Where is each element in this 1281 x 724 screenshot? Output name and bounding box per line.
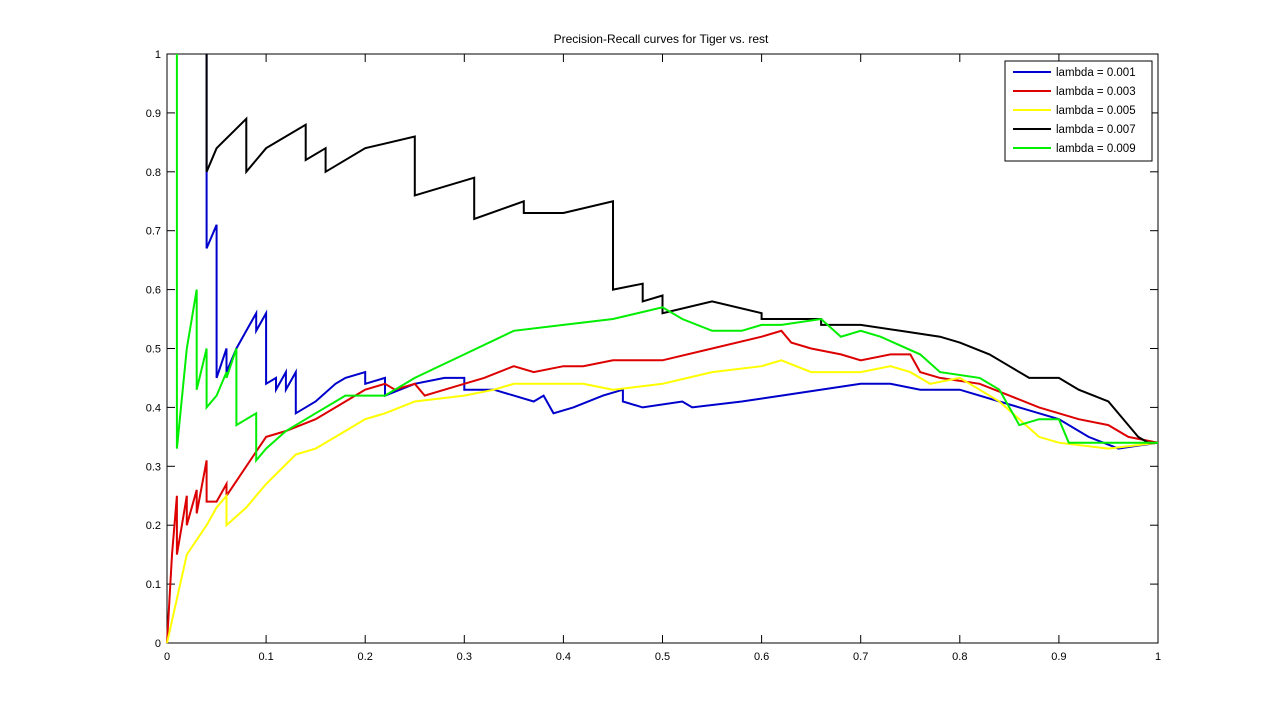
x-tick-label: 0.8 [952, 651, 967, 663]
y-tick-label: 0.9 [146, 108, 161, 120]
chart-title: Precision-Recall curves for Tiger vs. re… [554, 32, 769, 46]
legend-label: lambda = 0.005 [1056, 105, 1136, 117]
y-tick-label: 0.5 [146, 344, 161, 356]
series-line-1 [205, 54, 1159, 450]
series-line-4 [205, 54, 1158, 444]
y-tick-label: 0.6 [146, 285, 161, 297]
x-tick-label: 0.7 [853, 651, 868, 663]
x-tick-label: 0.1 [258, 651, 273, 663]
x-tick-label: 0.3 [457, 651, 472, 663]
x-tick-label: 0.2 [358, 651, 373, 663]
series-line-5 [175, 54, 1158, 464]
y-tick-label: 0.8 [146, 167, 161, 179]
legend-label: lambda = 0.003 [1056, 86, 1136, 98]
x-tick-label: 0.4 [556, 651, 571, 663]
series-line-2 [166, 329, 1159, 644]
x-tick-label: 0.9 [1051, 651, 1066, 663]
y-tick-label: 0.3 [146, 461, 161, 473]
y-tick-label: 0 [155, 638, 161, 650]
legend-label: lambda = 0.007 [1056, 124, 1136, 136]
x-tick-label: 0.5 [655, 651, 670, 663]
legend-label: lambda = 0.001 [1056, 67, 1136, 79]
plot-area [166, 53, 1159, 644]
x-tick-label: 0.6 [754, 651, 769, 663]
legend-label: lambda = 0.009 [1056, 143, 1136, 155]
data-series [166, 54, 1159, 644]
y-tick-label: 0.4 [146, 402, 161, 414]
series-line-3 [166, 359, 1159, 644]
x-tick-label: 1 [1155, 651, 1161, 663]
y-tick-label: 0.1 [146, 579, 161, 591]
y-tick-label: 1 [155, 49, 161, 61]
y-tick-label: 0.2 [146, 520, 161, 532]
legend: lambda = 0.001 lambda = 0.003 lambda = 0.0… [1004, 60, 1153, 162]
x-tick-label: 0 [164, 651, 170, 663]
y-tick-label: 0.7 [146, 226, 161, 238]
axis-ticks: 0 0.1 0.2 0.3 0.4 0.5 0.6 0.7 0.8 0.9 1 0 0.1 0.2 0.3 0… [146, 49, 1161, 663]
